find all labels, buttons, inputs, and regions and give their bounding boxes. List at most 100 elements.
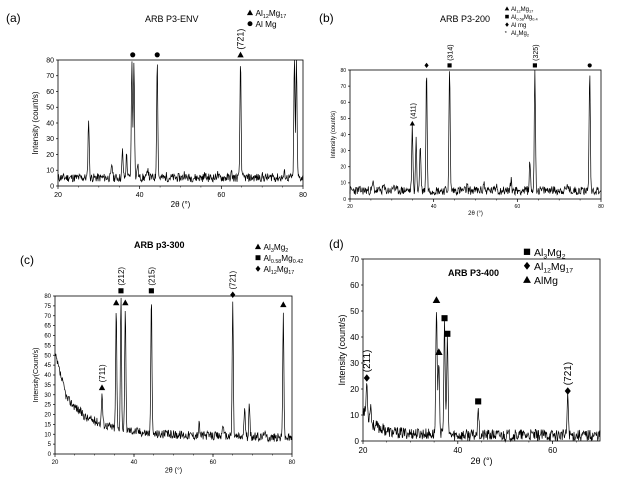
legend-text-part: Mg (547, 247, 562, 259)
panel-d: (d) ARB P3-400 0 10 20 30 40 50 60 70 20 40 60 2θ (°)… (329, 237, 601, 466)
axes-frame (362, 258, 601, 442)
y-tick-label: 60 (350, 281, 359, 290)
y-axis-label: Intensity (count/s) (337, 314, 347, 385)
legend-text-part: 12 (543, 268, 551, 275)
y-tick-label: 70 (46, 73, 54, 80)
peak-marker-diamond (363, 374, 370, 382)
x-axis-label: 2θ (°) (468, 211, 483, 217)
y-tick-label: 0 (48, 452, 52, 458)
legend-symbol-triangle (504, 6, 510, 11)
legend-label: Al3Mg2 (511, 31, 529, 38)
peak-annotation: (212) (117, 267, 126, 286)
legend-text-part: Mg (269, 9, 281, 18)
peak-marker-diamond (424, 62, 429, 68)
legend-symbol-star: * (505, 31, 507, 37)
axes-frame (54, 295, 293, 455)
x-axis-label: 2θ (°) (470, 456, 492, 466)
peak-marker-square (148, 288, 154, 294)
peak-marker-triangle (237, 51, 244, 58)
legend-text-part: 2 (285, 248, 288, 254)
peak-marker-triangle (122, 299, 129, 306)
y-tick-label: 65 (44, 324, 51, 330)
y-tick-label: 30 (44, 393, 51, 399)
legend-text-part: 17 (566, 268, 574, 275)
legend-text-part: 0.58 (516, 17, 524, 22)
legend-symbol-triangle (254, 243, 262, 250)
legend-symbol-triangle (523, 275, 531, 283)
panel-c: (c) ARB p3-300 0 5 10 15 20 25 30 35 40 45 50 55 60 65 7… (20, 240, 303, 474)
x-tick-label: 40 (453, 446, 462, 455)
legend-text-part: Mg (521, 7, 529, 13)
legend-symbol-diamond (505, 22, 509, 27)
peak-annotation: (211) (362, 350, 373, 373)
y-tick-label: 60 (44, 334, 51, 340)
x-tick-label: 40 (136, 192, 144, 199)
legend-text-part: 17 (280, 14, 286, 20)
y-tick-label: 20 (340, 165, 346, 171)
legend-symbol-square (505, 14, 509, 19)
peak-annotation: (721) (236, 29, 246, 50)
legend-symbol-square (523, 248, 531, 255)
panel-label: (a) (6, 11, 21, 25)
y-tick-label: 50 (340, 116, 346, 122)
legend-text-part: Mg (551, 261, 566, 273)
y-tick-label: 80 (340, 68, 346, 74)
y-tick-label: 55 (44, 343, 51, 349)
peak-marker-square (441, 315, 448, 322)
legend-text-part: Al Mg (256, 20, 278, 29)
x-tick-label: 60 (210, 460, 217, 466)
legend-text-part: Mg (277, 265, 289, 274)
y-tick-label: 20 (46, 152, 54, 159)
y-tick-label: 70 (350, 255, 359, 264)
xrd-trace (54, 297, 293, 443)
x-tick-label: 40 (431, 204, 437, 210)
y-tick-label: 10 (340, 181, 346, 187)
legend-text-part: Mg (524, 15, 532, 21)
legend-label: Al12Mg17 (511, 7, 533, 14)
y-tick-label: 70 (340, 84, 346, 90)
peak-annotation: (721) (563, 362, 574, 385)
legend-text-part: 2 (562, 254, 566, 261)
legend-label: Al mg (511, 23, 526, 29)
y-tick-label: 5 (48, 442, 52, 448)
peak-marker-square (444, 330, 451, 337)
legend-text-part: Al (256, 9, 264, 18)
legend-symbol-triangle (246, 9, 254, 16)
peak-marker-triangle (280, 301, 287, 308)
legend-symbol-circle (247, 21, 253, 27)
x-axis-label: 2θ (°) (171, 200, 191, 209)
legend-text-part: 17 (288, 270, 294, 276)
x-tick-label: 60 (217, 192, 225, 199)
y-tick-label: 60 (46, 89, 54, 96)
y-axis-label: Intensity(Count/s) (33, 348, 40, 403)
y-axis-label: Intensity (count/s) (31, 91, 40, 154)
legend-label: AlMg (534, 275, 558, 287)
legend-label: Al0.58Mg0.4 (511, 15, 539, 22)
peak-marker-square (475, 398, 482, 405)
y-tick-label: 20 (350, 385, 359, 394)
x-axis-label: 2θ (°) (165, 466, 182, 474)
peak-marker-square (447, 63, 452, 68)
legend-text-part: 3 (271, 248, 274, 254)
y-tick-label: 50 (46, 105, 54, 112)
y-tick-label: 60 (340, 100, 346, 106)
x-tick-label: 80 (598, 204, 604, 210)
axes-frame (57, 59, 304, 187)
peak-marker-circle (587, 63, 592, 68)
peak-marker-circle (154, 52, 160, 58)
y-tick-label: 10 (46, 168, 54, 175)
peak-marker-diamond (564, 387, 571, 395)
peak-marker-square (532, 63, 537, 68)
legend-label: Al Mg (256, 20, 278, 29)
legend-text-part: Mg (274, 243, 286, 252)
panel-title: ARB p3-300 (134, 240, 185, 250)
y-tick-label: 45 (44, 363, 51, 369)
y-tick-label: 40 (350, 333, 359, 342)
xrd-trace (362, 312, 601, 443)
y-tick-label: 75 (44, 304, 51, 310)
panel-b: (b) ARB P3-200 0 10 20 30 40 50 60 70 80 20 40 60 80 2θ… (319, 6, 604, 217)
panel-label: (b) (319, 11, 334, 25)
peak-marker-diamond (230, 291, 236, 298)
panel-label: (d) (329, 237, 344, 251)
